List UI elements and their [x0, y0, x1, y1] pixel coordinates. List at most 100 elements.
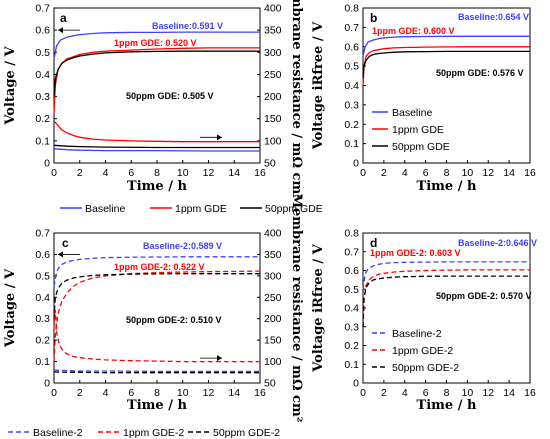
x-tick-label: 10: [462, 387, 474, 399]
x-tick-label: 2: [77, 167, 83, 179]
series-line: [53, 371, 260, 374]
x-tick-label: 0: [360, 387, 366, 399]
y2-tick-label: 350: [264, 249, 282, 261]
y-tick-label: 0: [44, 158, 50, 170]
series-line: [53, 273, 260, 319]
axis-arrow-head: [58, 251, 63, 258]
x-tick-label: 14: [503, 387, 515, 399]
x-tick-label: 0: [360, 167, 366, 179]
y-tick-label: 0.3: [35, 91, 50, 103]
x-tick-label: 12: [203, 387, 215, 399]
y-tick-label: 0.4: [35, 292, 50, 304]
legend-entry: 50ppm GDE: [265, 203, 323, 215]
chart-panel-a: 0 2 4 6 8 10 12 14 16 0 0.1 0.2 0.3 0.4 0.5 0.6 0.7 50 100…: [3, 0, 323, 215]
axis-arrow-head: [58, 27, 63, 34]
x-tick-label: 12: [203, 167, 215, 179]
series-line: [53, 31, 260, 60]
y-tick-label: 0.7: [35, 3, 50, 15]
y-tick-label: 0.6: [35, 25, 50, 37]
x-axis-label: Time / h: [417, 398, 477, 413]
legend-entry: 1ppm GDE: [175, 203, 227, 215]
x-tick-label: 16: [524, 387, 536, 399]
series-line: [53, 50, 260, 97]
x-tick-label: 0: [51, 167, 57, 179]
legend-entry: Baseline: [85, 203, 125, 215]
x-tick-label: 10: [177, 167, 189, 179]
annotation-label: Baseline-2:0.589 V: [143, 241, 222, 251]
y-tick-label: 0.5: [35, 270, 50, 282]
y-tick-label: 0.7: [344, 22, 359, 34]
annotation-label: Baseline-2:0.646 V: [458, 238, 537, 248]
y-tick-label: 0.1: [35, 356, 50, 368]
y2-tick-label: 50: [264, 158, 276, 170]
y-tick-label: 0.4: [35, 69, 50, 81]
x-tick-label: 10: [462, 167, 474, 179]
x-tick-label: 6: [128, 387, 134, 399]
series-line: [53, 144, 260, 149]
annotation-label: Baseline:0.654 V: [458, 12, 529, 22]
series-line: [362, 269, 530, 327]
x-tick-label: 2: [381, 167, 387, 179]
x-tick-label: 0: [51, 387, 57, 399]
y-tick-label: 0.8: [344, 228, 359, 240]
x-axis-label: Time / h: [127, 179, 187, 194]
y-tick-label: 0.6: [344, 41, 359, 53]
y-tick-label: 0.1: [35, 135, 50, 147]
y-tick-label: 0: [44, 378, 50, 390]
annotation-label: 50ppm GDE-2: 0.570 V: [436, 291, 532, 301]
y2-tick-label: 250: [264, 69, 282, 81]
y-tick-label: 0.4: [344, 80, 359, 92]
y-tick-label: 0.7: [35, 228, 50, 240]
x-tick-label: 2: [77, 387, 83, 399]
plot-frame: [53, 7, 261, 164]
y-tick-label: 0.5: [35, 47, 50, 59]
x-tick-label: 14: [228, 387, 240, 399]
legend-entry: 50ppm GDE-2: [392, 362, 459, 374]
series-line: [362, 50, 530, 78]
series-line: [53, 120, 260, 143]
x-tick-label: 4: [103, 167, 109, 179]
y-tick-label: 0.1: [344, 359, 359, 371]
y-axis-label: Voltage / V: [3, 268, 18, 348]
x-tick-label: 16: [524, 167, 536, 179]
y-axis-label: Voltage iRfree / V: [311, 243, 326, 372]
legend-entry: Baseline-2: [392, 328, 442, 340]
y2-tick-label: 300: [264, 47, 282, 59]
x-tick-label: 8: [444, 387, 450, 399]
series-line: [53, 148, 260, 152]
annotation-label: 50ppm GDE: 0.576 V: [436, 68, 524, 78]
series-line: [362, 35, 530, 57]
legend-entry: 1ppm GDE-2: [123, 427, 184, 439]
legend-entry: 50ppm GDE: [392, 141, 450, 153]
y-axis-label: Voltage iRfree / V: [311, 21, 326, 150]
x-tick-label: 4: [103, 387, 109, 399]
y2-tick-label: 100: [264, 356, 282, 368]
panel-label: b: [370, 11, 377, 25]
y-tick-label: 0.2: [344, 340, 359, 352]
y2-tick-label: 300: [264, 270, 282, 282]
y2-tick-label: 50: [264, 378, 276, 390]
y-tick-label: 0.3: [35, 313, 50, 325]
series-line: [53, 369, 260, 373]
annotation-label: 1ppm GDE: 0.600 V: [372, 26, 455, 36]
legend-entry: 50ppm GDE-2: [213, 427, 280, 439]
y2-axis-label: Membrane resistance / mΩ cm²: [289, 0, 304, 200]
annotation-label: 1ppm GDE: 0.520 V: [114, 38, 197, 48]
y-tick-label: 0: [353, 158, 359, 170]
series-line: [53, 47, 260, 115]
x-tick-label: 8: [154, 387, 160, 399]
series-line: [53, 310, 260, 363]
series-line: [362, 275, 530, 327]
x-tick-label: 16: [254, 387, 266, 399]
y2-tick-label: 400: [264, 3, 282, 15]
y2-tick-label: 250: [264, 292, 282, 304]
y-tick-label: 0.6: [35, 249, 50, 261]
panel-label: c: [62, 236, 69, 250]
y-tick-label: 0.2: [35, 335, 50, 347]
y-tick-label: 0.3: [344, 321, 359, 333]
x-tick-label: 6: [423, 167, 429, 179]
x-tick-label: 2: [381, 387, 387, 399]
legend-entry: 1ppm GDE: [392, 124, 444, 136]
x-tick-label: 8: [444, 167, 450, 179]
